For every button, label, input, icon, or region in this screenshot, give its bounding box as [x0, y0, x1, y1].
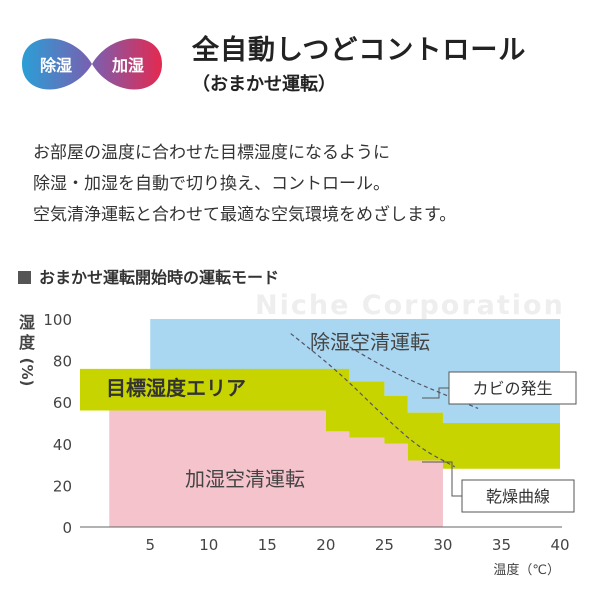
dry-callout-leader	[422, 461, 462, 497]
y-tick-label: 100	[43, 311, 72, 329]
dry-callout-box	[461, 479, 575, 513]
x-tick-label: 35	[492, 536, 511, 554]
dry-callout-text: 乾燥曲線	[486, 487, 550, 506]
description: お部屋の温度に合わせた目標湿度になるように 除湿・加湿を自動で切り換え、コントロ…	[33, 138, 456, 231]
page-subtitle: （おまかせ運転）	[192, 74, 336, 95]
dehumidify-region-label: 除湿空清運転	[310, 330, 430, 354]
x-tick-label: 30	[433, 536, 452, 554]
description-line: 空気清浄運転と合わせて最適な空気環境をめざします。	[33, 205, 457, 225]
y-tick-label: 60	[53, 394, 72, 412]
description-line: 除湿・加湿を自動で切り換え、コントロール。	[33, 174, 390, 194]
y-axis-unit: (%)	[18, 358, 36, 387]
square-bullet-icon	[18, 271, 31, 284]
mold-callout-leader	[422, 387, 449, 399]
x-tick-label: 25	[375, 536, 394, 554]
section-heading: おまかせ運転開始時の運転モード	[18, 264, 279, 288]
target-humidity-label: 目標湿度エリア	[106, 376, 246, 400]
infinity-icon	[22, 38, 162, 90]
mold-callout-text: カビの発生	[472, 379, 552, 398]
humidify-region-label: 加湿空清運転	[185, 467, 305, 491]
y-tick-label: 20	[53, 477, 72, 495]
y-tick-label: 40	[53, 436, 72, 454]
y-axis-label: 湿	[18, 313, 35, 332]
dehumidify-humidify-logo: 除湿 加湿	[22, 38, 162, 90]
x-tick-label: 10	[199, 536, 218, 554]
page-title: 全自動しつどコントロール	[192, 35, 527, 66]
y-tick-label: 80	[53, 353, 72, 371]
humidify-region	[109, 410, 443, 527]
x-tick-label: 15	[258, 536, 277, 554]
mold-callout-box	[448, 371, 577, 405]
logo-left-label: 除湿	[40, 56, 72, 75]
operation-mode-chart: 0 20 40 60 80 100 5 10 15 20 25 30 35 40 湿度 (%) 温度（℃） 除湿空…	[18, 311, 577, 578]
y-tick-label: 0	[62, 519, 72, 537]
target-humidity-region	[80, 368, 560, 469]
section-heading-text: おまかせ運転開始時の運転モード	[39, 268, 280, 287]
logo-right-label: 加湿	[111, 56, 144, 75]
x-tick-label: 40	[550, 536, 569, 554]
x-axis-label: 温度（℃）	[493, 562, 560, 578]
watermark: Niche Corporation	[255, 290, 565, 321]
x-tick-label: 5	[145, 536, 155, 554]
y-axis-label: 度	[19, 333, 36, 352]
x-tick-label: 20	[316, 536, 335, 554]
description-line: お部屋の温度に合わせた目標湿度になるように	[33, 143, 390, 163]
